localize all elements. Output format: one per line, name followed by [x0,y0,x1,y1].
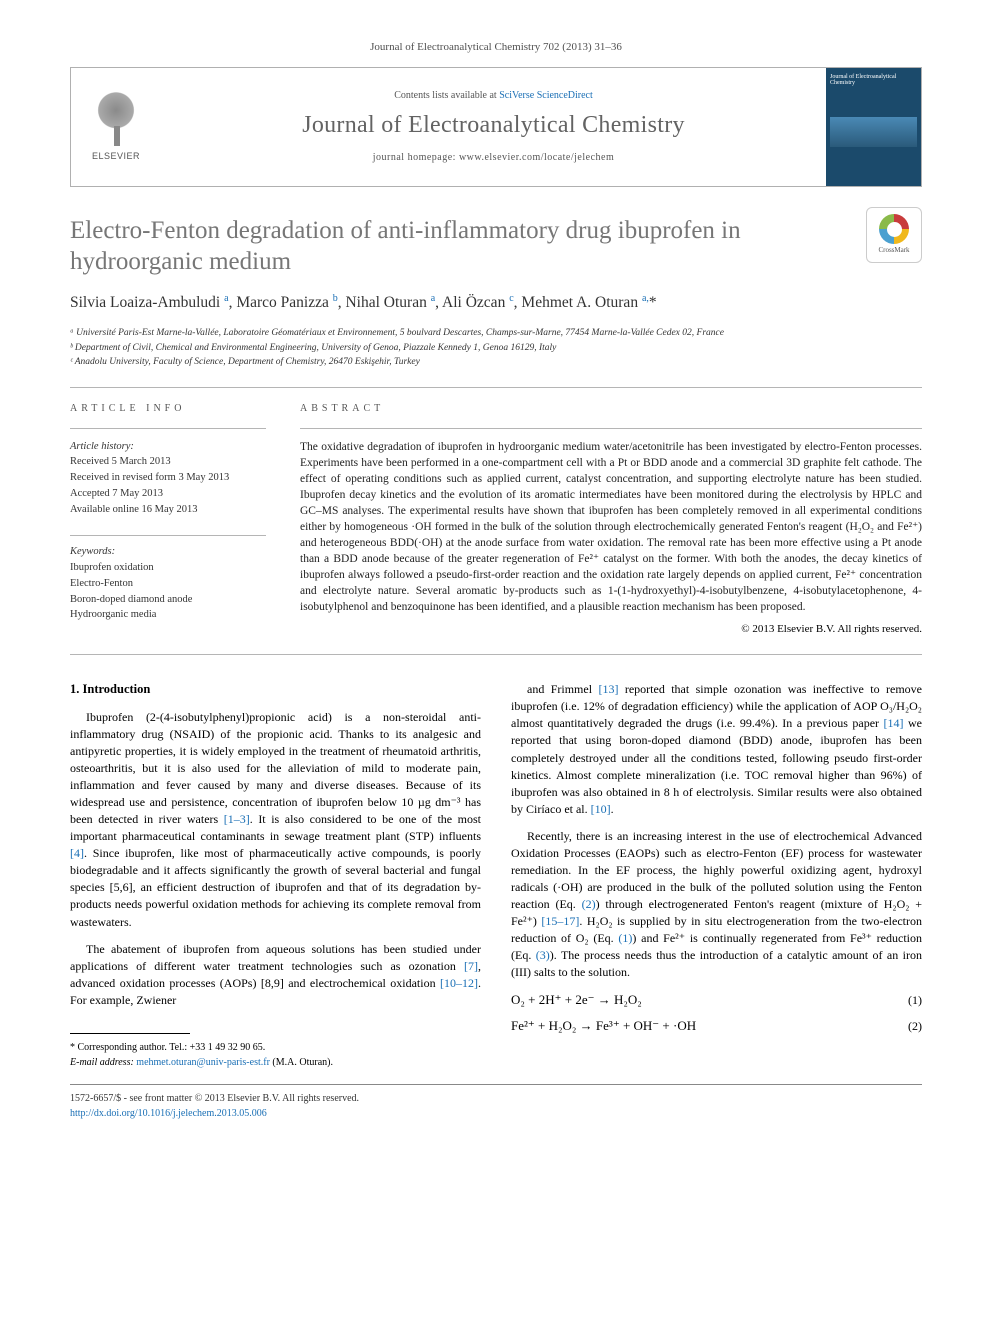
affiliation-line: ᵇ Department of Civil, Chemical and Envi… [70,341,922,355]
equation: Fe²⁺ + H₂O₂ → Fe³⁺ + OH⁻ + ·OH [511,1017,696,1035]
equation-number: (2) [908,1018,922,1035]
bottom-divider [70,1084,922,1085]
section-number: 1. [70,682,79,696]
journal-header-box: ELSEVIER Contents lists available at Sci… [70,67,922,187]
right-column: and Frimmel [13] reported that simple oz… [511,681,922,1069]
corresponding-email-link[interactable]: mehmet.oturan@univ-paris-est.fr [136,1057,270,1068]
affiliation-line: ᶜ Anadolu University, Faculty of Science… [70,355,922,369]
corresponding-tel: * Corresponding author. Tel.: +33 1 49 3… [70,1040,481,1055]
cover-small-title: Journal of Electroanalytical Chemistry [830,74,917,87]
footnote-rule [70,1033,190,1034]
body-paragraph: The abatement of ibuprofen from aqueous … [70,941,481,1009]
keywords-label: Keywords: [70,544,266,560]
equation-row: Fe²⁺ + H₂O₂ → Fe³⁺ + OH⁻ + ·OH (2) [511,1017,922,1035]
abstract-text: The oxidative degradation of ibuprofen i… [300,439,922,616]
history-line: Accepted 7 May 2013 [70,486,266,502]
body-paragraph: Recently, there is an increasing interes… [511,828,922,981]
section-heading: 1. Introduction [70,681,481,699]
journal-header-center: Contents lists available at SciVerse Sci… [161,68,826,186]
journal-cover-thumb: Journal of Electroanalytical Chemistry [826,68,921,186]
divider [70,654,922,655]
body-two-column: 1. Introduction Ibuprofen (2-(4-isobutyl… [70,681,922,1069]
journal-title: Journal of Electroanalytical Chemistry [302,109,685,141]
divider [70,428,266,429]
history-line: Available online 16 May 2013 [70,502,266,518]
crossmark-label: CrossMark [878,246,909,255]
journal-homepage: journal homepage: www.elsevier.com/locat… [373,151,615,165]
front-matter-line: 1572-6657/$ - see front matter © 2013 El… [70,1091,922,1106]
keyword-line: Ibuprofen oxidation [70,560,266,576]
keyword-line: Boron-doped diamond anode [70,592,266,608]
article-history-block: Article history: Received 5 March 2013Re… [70,439,266,518]
crossmark-icon [879,214,909,244]
keyword-line: Hydroorganic media [70,607,266,623]
divider [70,387,922,388]
article-info-heading: ARTICLE INFO [70,402,266,416]
corresponding-author: * Corresponding author. Tel.: +33 1 49 3… [70,1040,481,1070]
contents-prefix: Contents lists available at [394,90,499,101]
publisher-logo-block: ELSEVIER [71,68,161,186]
email-label: E-mail address: [70,1057,134,1068]
history-label: Article history: [70,439,266,455]
publisher-name: ELSEVIER [92,150,140,162]
section-title: Introduction [83,682,151,696]
body-paragraph: Ibuprofen (2-(4-isobutylphenyl)propionic… [70,709,481,930]
abstract-column: ABSTRACT The oxidative degradation of ib… [300,402,922,636]
keywords-block: Keywords: Ibuprofen oxidationElectro-Fen… [70,535,266,623]
contents-list-line: Contents lists available at SciVerse Sci… [394,89,593,103]
abstract-copyright: © 2013 Elsevier B.V. All rights reserved… [300,622,922,637]
affiliation-line: ᵃ Université Paris-Est Marne-la-Vallée, … [70,326,922,340]
divider [300,428,922,429]
article-info-column: ARTICLE INFO Article history: Received 5… [70,402,266,636]
doi-link[interactable]: http://dx.doi.org/10.1016/j.jelechem.201… [70,1108,267,1119]
crossmark-badge[interactable]: CrossMark [866,207,922,263]
body-paragraph: and Frimmel [13] reported that simple oz… [511,681,922,817]
bottom-meta: 1572-6657/$ - see front matter © 2013 El… [70,1091,922,1121]
history-line: Received 5 March 2013 [70,454,266,470]
sciencedirect-link[interactable]: SciVerse ScienceDirect [499,90,593,101]
article-title: Electro-Fenton degradation of anti-infla… [70,215,790,278]
divider [70,535,266,536]
elsevier-tree-icon [91,91,141,146]
left-column: 1. Introduction Ibuprofen (2-(4-isobutyl… [70,681,481,1069]
equation-number: (1) [908,992,922,1009]
info-abstract-row: ARTICLE INFO Article history: Received 5… [70,402,922,636]
abstract-heading: ABSTRACT [300,402,922,416]
email-person: (M.A. Oturan). [272,1057,333,1068]
affiliations: ᵃ Université Paris-Est Marne-la-Vallée, … [70,326,922,369]
journal-reference: Journal of Electroanalytical Chemistry 7… [70,40,922,55]
cover-decor [830,117,917,147]
equation-row: O₂ + 2H⁺ + 2e⁻ → H₂O₂ (1) [511,991,922,1009]
keyword-line: Electro-Fenton [70,576,266,592]
history-line: Received in revised form 3 May 2013 [70,470,266,486]
authors-line: Silvia Loaiza-Ambuludi a, Marco Panizza … [70,293,922,314]
equation: O₂ + 2H⁺ + 2e⁻ → H₂O₂ [511,991,642,1009]
